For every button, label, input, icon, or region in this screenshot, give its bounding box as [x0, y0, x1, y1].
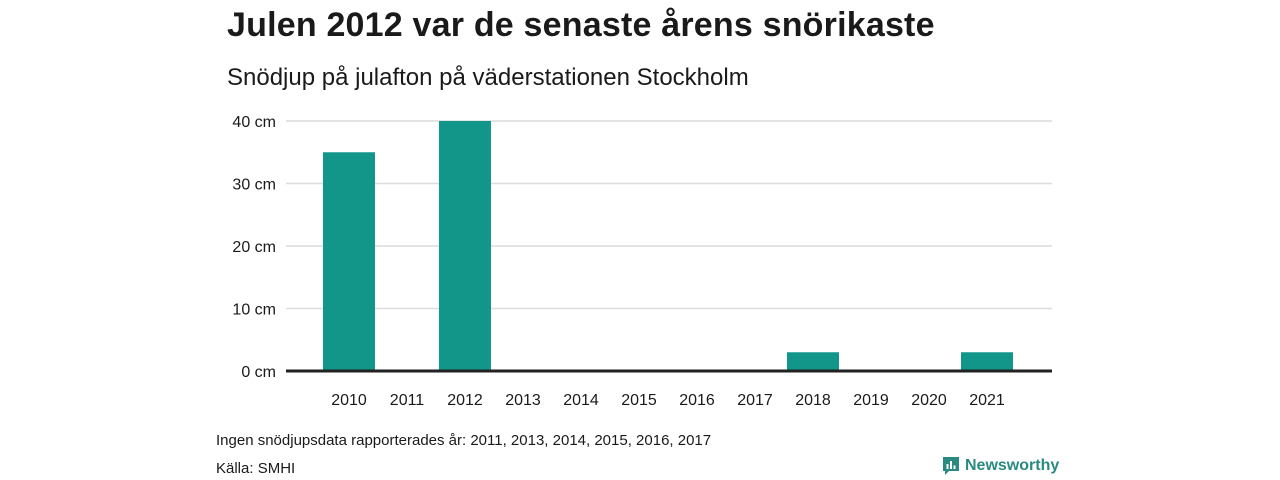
x-tick-label: 2014 — [563, 392, 599, 409]
axes: 0 cm 10 cm 20 cm 30 cm 40 cm 2010 2011 2012 2013… — [232, 114, 1052, 409]
x-tick-label: 2015 — [621, 392, 657, 409]
y-tick-label: 40 cm — [232, 114, 276, 131]
x-tick-label: 2016 — [679, 392, 715, 409]
y-tick-label: 0 cm — [241, 364, 276, 381]
x-tick-label: 2020 — [911, 392, 947, 409]
x-tick-label: 2021 — [969, 392, 1005, 409]
chart-title: Julen 2012 var de senaste årens snörikas… — [227, 6, 935, 44]
x-tick-label: 2011 — [390, 392, 425, 409]
x-tick-label: 2018 — [795, 392, 831, 409]
y-tick-label: 10 cm — [232, 302, 276, 319]
x-tick-label: 2010 — [331, 392, 367, 409]
missing-data-note: Ingen snödjupsdata rapporterades år: 201… — [216, 432, 712, 449]
newsworthy-logo-icon — [943, 457, 959, 475]
x-tick-label: 2017 — [737, 392, 773, 409]
y-tick-label: 20 cm — [232, 239, 276, 256]
chart-subtitle: Snödjup på julafton på väderstationen St… — [227, 64, 749, 91]
source-label: Källa: SMHI — [216, 460, 296, 477]
x-tick-label: 2019 — [853, 392, 889, 409]
x-tick-label: 2012 — [447, 392, 483, 409]
bar-2012 — [439, 121, 491, 371]
y-tick-label: 30 cm — [232, 177, 276, 194]
bars — [323, 121, 1013, 371]
bar-2010 — [323, 152, 375, 371]
bar-chart: 0 cm 10 cm 20 cm 30 cm 40 cm 2010 2011 2012 2013… — [232, 114, 1052, 409]
x-tick-label: 2013 — [505, 392, 541, 409]
bar-2018 — [787, 352, 839, 371]
newsworthy-logo[interactable]: Newsworthy — [942, 456, 1059, 476]
grid-lines — [286, 120, 1052, 310]
bar-2021 — [961, 352, 1013, 371]
brand-name: Newsworthy — [965, 457, 1060, 474]
